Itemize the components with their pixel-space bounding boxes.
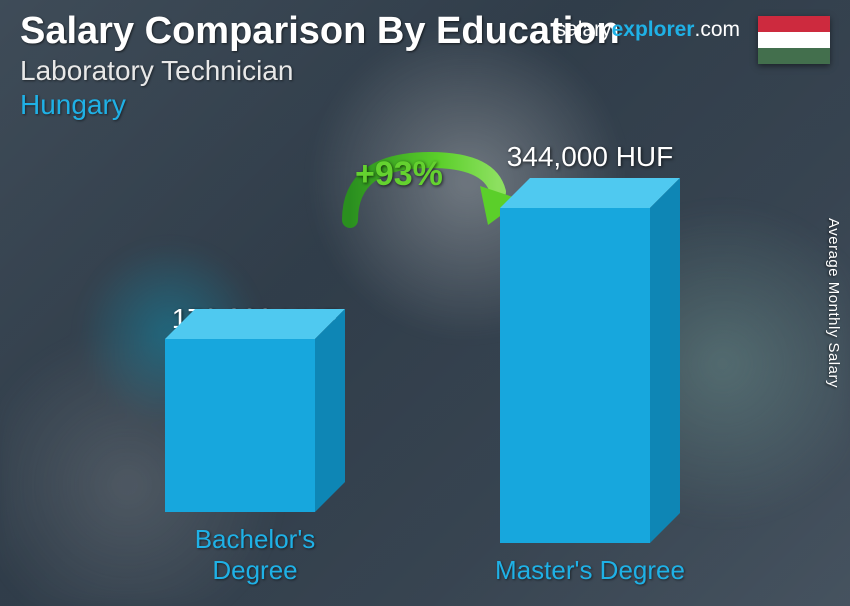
country-flag: [758, 16, 830, 64]
flag-stripe-top: [758, 16, 830, 32]
flag-stripe-mid: [758, 32, 830, 48]
brand-part2: explorer: [612, 18, 695, 41]
country-name: Hungary: [20, 89, 830, 121]
bar-group-bachelors: 178,000 HUF Bachelor's Degree: [155, 309, 355, 586]
bar-group-masters: 344,000 HUF Master's Degree: [490, 178, 690, 586]
flag-stripe-bot: [758, 48, 830, 64]
brand-part1: salary: [556, 18, 612, 41]
bar-value-label: 344,000 HUF: [460, 141, 720, 173]
bar-side-face: [650, 178, 680, 543]
brand-part3: .com: [694, 18, 740, 41]
y-axis-label: Average Monthly Salary: [825, 218, 842, 388]
bar-3d: [165, 309, 345, 512]
bar-front-face: [165, 339, 315, 512]
bar-side-face: [315, 309, 345, 512]
brand-logo: salaryexplorer.com: [556, 18, 740, 42]
bar-front-face: [500, 208, 650, 543]
job-title: Laboratory Technician: [20, 55, 830, 87]
bar-category-label: Bachelor's Degree: [155, 524, 355, 586]
bar-chart: 178,000 HUF Bachelor's Degree 344,000 HU…: [0, 126, 810, 586]
bar-category-label: Master's Degree: [490, 555, 690, 586]
bar-3d: [500, 178, 680, 543]
